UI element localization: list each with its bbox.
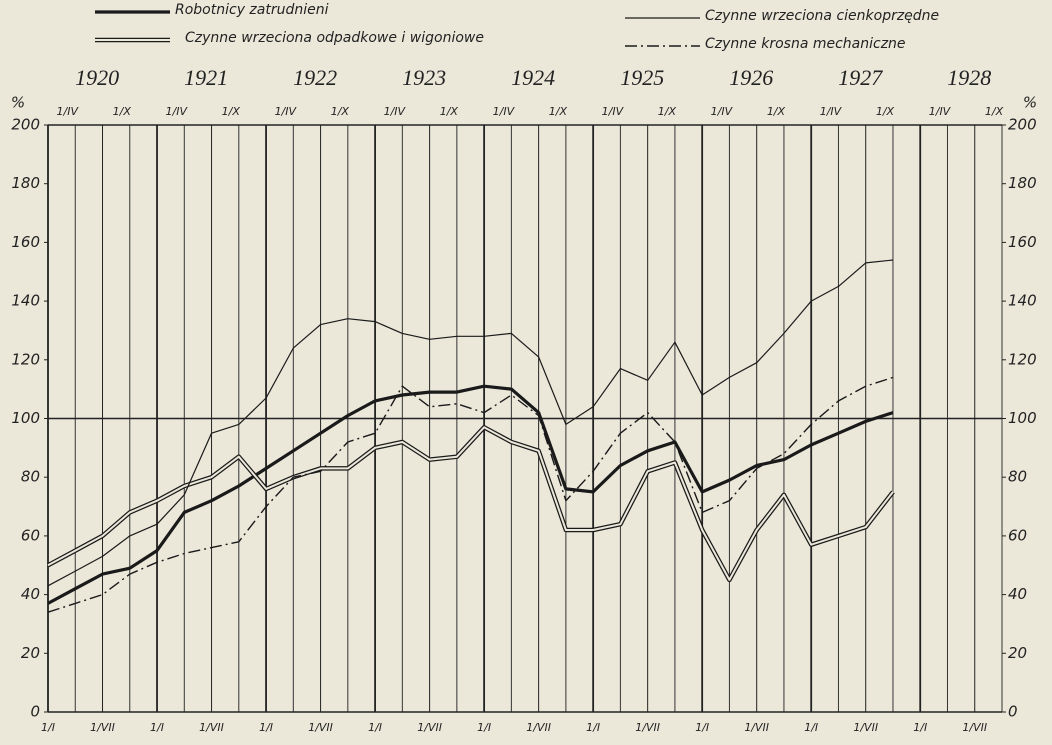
x-tick-label: 1/I bbox=[150, 721, 164, 734]
x-tick-label: 1/I bbox=[586, 721, 600, 734]
x-tick-label: 1/IV bbox=[57, 105, 80, 118]
y-tick-label: 60 bbox=[21, 526, 40, 544]
y2-tick-label: 120 bbox=[1008, 350, 1037, 368]
x-tick-label: 1/VII bbox=[308, 721, 333, 734]
x-tick-label: 1/IV bbox=[493, 105, 516, 118]
y2-tick-label: 0 bbox=[1008, 703, 1018, 721]
x-tick-label: 1/VII bbox=[90, 721, 115, 734]
y-tick-label: 40 bbox=[21, 585, 40, 603]
y2-tick-label: 140 bbox=[1008, 292, 1037, 310]
y2-tick-label: 60 bbox=[1008, 526, 1027, 544]
y-tick-label: 20 bbox=[21, 644, 40, 662]
year-label: 1920 bbox=[75, 65, 119, 90]
year-label: 1927 bbox=[838, 65, 883, 90]
x-tick-label: 1/IV bbox=[384, 105, 407, 118]
x-tick-label: 1/X bbox=[331, 105, 350, 118]
legend-label: Czynne wrzeciona odpadkowe i wigoniowe bbox=[185, 30, 484, 46]
y-tick-label: 160 bbox=[11, 233, 40, 251]
y-axis-unit: % bbox=[11, 94, 25, 112]
year-label: 1923 bbox=[402, 65, 446, 90]
x-tick-label: 1/IV bbox=[929, 105, 952, 118]
legend-label: Czynne krosna mechaniczne bbox=[705, 36, 906, 52]
year-label: 1928 bbox=[947, 65, 991, 90]
y-tick-label: 200 bbox=[11, 116, 40, 134]
year-label: 1921 bbox=[184, 65, 228, 90]
x-tick-label: 1/IV bbox=[166, 105, 189, 118]
y2-axis-unit: % bbox=[1023, 94, 1037, 112]
legend-label: Czynne wrzeciona cienkoprzędne bbox=[705, 8, 939, 24]
series-line bbox=[47, 259, 894, 587]
series-line bbox=[47, 384, 894, 605]
x-tick-label: 1/VII bbox=[417, 721, 442, 734]
y-tick-label: 100 bbox=[11, 409, 40, 427]
series-line bbox=[47, 376, 894, 613]
x-tick-label: 1/X bbox=[440, 105, 459, 118]
x-tick-label: 1/IV bbox=[711, 105, 734, 118]
x-tick-label: 1/IV bbox=[602, 105, 625, 118]
x-tick-label: 1/I bbox=[804, 721, 818, 734]
x-tick-label: 1/VII bbox=[962, 721, 987, 734]
x-tick-label: 1/X bbox=[876, 105, 895, 118]
y2-tick-label: 100 bbox=[1008, 409, 1037, 427]
year-label: 1922 bbox=[293, 65, 337, 90]
x-tick-label: 1/X bbox=[113, 105, 132, 118]
x-tick-label: 1/I bbox=[259, 721, 273, 734]
y-tick-label: 0 bbox=[30, 703, 40, 721]
y-tick-label: 80 bbox=[21, 468, 40, 486]
x-tick-label: 1/X bbox=[222, 105, 241, 118]
x-tick-label: 1/I bbox=[477, 721, 491, 734]
x-tick-label: 1/VII bbox=[744, 721, 769, 734]
y-tick-label: 180 bbox=[11, 174, 40, 192]
year-label: 1926 bbox=[729, 65, 773, 90]
x-tick-label: 1/X bbox=[549, 105, 568, 118]
x-tick-label: 1/I bbox=[913, 721, 927, 734]
x-tick-label: 1/IV bbox=[820, 105, 843, 118]
x-tick-label: 1/VII bbox=[853, 721, 878, 734]
x-tick-label: 1/I bbox=[695, 721, 709, 734]
y-tick-label: 140 bbox=[11, 292, 40, 310]
x-tick-label: 1/VII bbox=[635, 721, 660, 734]
x-tick-label: 1/I bbox=[41, 721, 55, 734]
y2-tick-label: 80 bbox=[1008, 468, 1027, 486]
y2-tick-label: 20 bbox=[1008, 644, 1027, 662]
x-tick-label: 1/I bbox=[368, 721, 382, 734]
year-label: 1924 bbox=[511, 65, 555, 90]
legend-label: Robotnicy zatrudnieni bbox=[175, 2, 329, 18]
x-tick-label: 1/VII bbox=[526, 721, 551, 734]
x-tick-label: 1/X bbox=[767, 105, 786, 118]
y2-tick-label: 40 bbox=[1008, 585, 1027, 603]
x-tick-label: 1/X bbox=[985, 105, 1004, 118]
x-tick-label: 1/IV bbox=[275, 105, 298, 118]
year-label: 1925 bbox=[620, 65, 664, 90]
y2-tick-label: 180 bbox=[1008, 174, 1037, 192]
y2-tick-label: 160 bbox=[1008, 233, 1037, 251]
y-tick-label: 120 bbox=[11, 350, 40, 368]
y2-tick-label: 200 bbox=[1008, 116, 1037, 134]
x-tick-label: 1/X bbox=[658, 105, 677, 118]
x-tick-label: 1/VII bbox=[199, 721, 224, 734]
